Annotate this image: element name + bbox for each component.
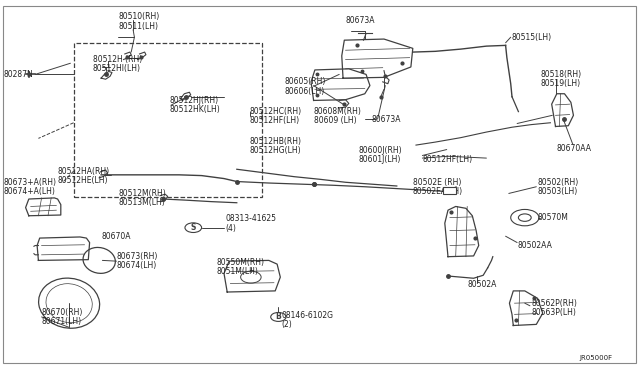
Text: 80563P(LH): 80563P(LH) xyxy=(531,308,576,317)
Text: 80570M: 80570M xyxy=(538,213,568,222)
Text: 8051M(LH): 8051M(LH) xyxy=(216,267,258,276)
Text: 80512HJ(RH): 80512HJ(RH) xyxy=(170,96,219,105)
Text: 80512HG(LH): 80512HG(LH) xyxy=(250,146,301,155)
Text: 80502(RH): 80502(RH) xyxy=(538,178,579,187)
Text: 08313-41625: 08313-41625 xyxy=(225,214,276,223)
Text: 80609 (LH): 80609 (LH) xyxy=(314,116,356,125)
Text: (4): (4) xyxy=(225,224,236,232)
Text: 08146-6102G: 08146-6102G xyxy=(282,311,333,320)
Text: 80670A: 80670A xyxy=(101,232,131,241)
Text: 80512H (RH): 80512H (RH) xyxy=(93,55,142,64)
Text: 80512M(RH): 80512M(RH) xyxy=(118,189,166,198)
Text: 80673A: 80673A xyxy=(371,115,401,124)
Text: 80605(RH): 80605(RH) xyxy=(285,77,326,86)
Text: 80502AA: 80502AA xyxy=(517,241,552,250)
Text: 80515(LH): 80515(LH) xyxy=(512,33,552,42)
Text: 80511(LH): 80511(LH) xyxy=(118,22,159,31)
Text: 80606(LH): 80606(LH) xyxy=(285,87,325,96)
Text: 80512HF(LH): 80512HF(LH) xyxy=(250,116,300,125)
Text: 80502EA(LH): 80502EA(LH) xyxy=(413,187,463,196)
Text: 80502E (RH): 80502E (RH) xyxy=(413,178,461,187)
Text: 80287N: 80287N xyxy=(3,70,33,79)
Text: S: S xyxy=(191,223,196,232)
Text: 80600J(RH): 80600J(RH) xyxy=(358,146,402,155)
Text: 80512HK(LH): 80512HK(LH) xyxy=(170,105,220,114)
FancyBboxPatch shape xyxy=(74,43,262,197)
Text: 80674+A(LH): 80674+A(LH) xyxy=(3,187,55,196)
Text: 80512HB(RH): 80512HB(RH) xyxy=(250,137,301,146)
Text: 80512HE(LH): 80512HE(LH) xyxy=(58,176,108,185)
Text: 80519(LH): 80519(LH) xyxy=(541,79,581,88)
Text: 80670(RH): 80670(RH) xyxy=(42,308,83,317)
Text: 80512HI(LH): 80512HI(LH) xyxy=(93,64,141,73)
Text: 80510(RH): 80510(RH) xyxy=(118,12,159,21)
Text: B: B xyxy=(276,312,281,321)
Text: 80512HC(RH): 80512HC(RH) xyxy=(250,107,301,116)
Text: 80550M(RH): 80550M(RH) xyxy=(216,258,264,267)
Text: 80502A: 80502A xyxy=(467,280,497,289)
Text: JR05000F: JR05000F xyxy=(579,355,612,361)
Text: 80673+A(RH): 80673+A(RH) xyxy=(3,178,56,187)
Text: 80512HF(LH): 80512HF(LH) xyxy=(422,155,472,164)
Text: 80512HA(RH): 80512HA(RH) xyxy=(58,167,109,176)
Text: 80608M(RH): 80608M(RH) xyxy=(314,107,362,116)
Text: 80562P(RH): 80562P(RH) xyxy=(531,299,577,308)
Text: 80518(RH): 80518(RH) xyxy=(541,70,582,79)
Text: 80503(LH): 80503(LH) xyxy=(538,187,578,196)
Text: 80674(LH): 80674(LH) xyxy=(116,262,157,270)
Text: 80601J(LH): 80601J(LH) xyxy=(358,155,401,164)
Text: 80673(RH): 80673(RH) xyxy=(116,252,158,261)
Text: 80673A: 80673A xyxy=(346,16,375,25)
Text: 80670AA: 80670AA xyxy=(557,144,592,153)
FancyBboxPatch shape xyxy=(443,187,456,194)
Text: (2): (2) xyxy=(282,320,292,329)
Text: 80671(LH): 80671(LH) xyxy=(42,317,82,326)
Text: 80513M(LH): 80513M(LH) xyxy=(118,198,165,207)
